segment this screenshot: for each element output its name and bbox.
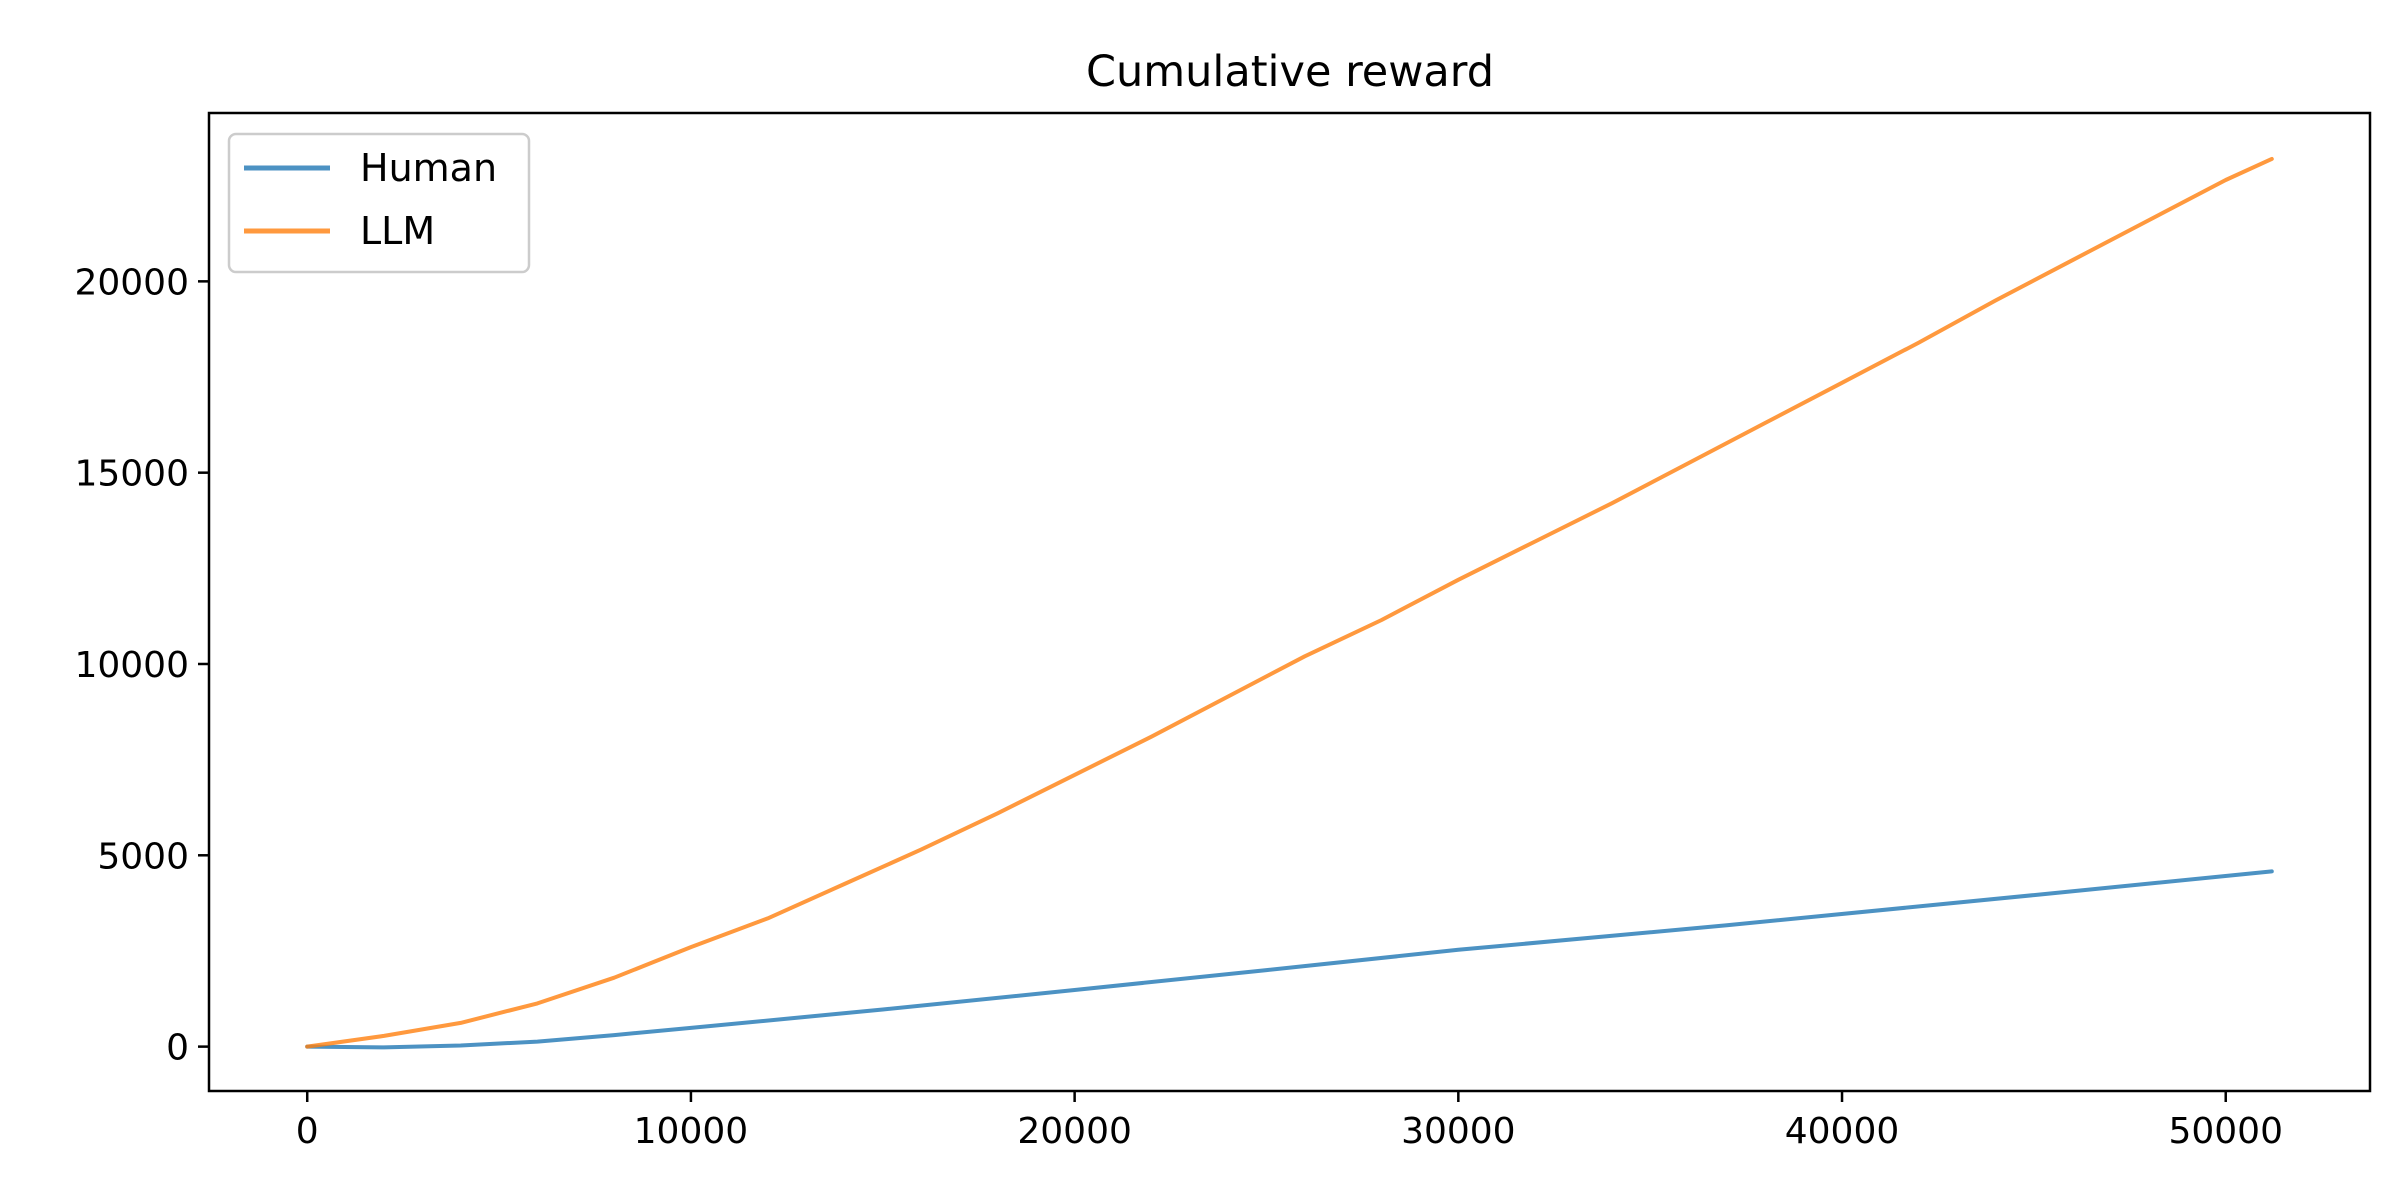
series-line-llm [305, 156, 2274, 1049]
legend-label-human: Human [360, 146, 497, 190]
y-tick-label: 15000 [74, 454, 189, 495]
y-axis: 0 5000 10000 15000 20000 [74, 262, 209, 1069]
y-tick-label: 20000 [74, 262, 189, 303]
x-axis: 0 10000 20000 30000 40000 50000 [296, 1091, 2283, 1152]
x-tick-label: 0 [296, 1111, 319, 1152]
x-tick-label: 20000 [1017, 1111, 1132, 1152]
plot-lines [305, 156, 2274, 1050]
y-tick-label: 10000 [74, 645, 189, 686]
legend: Human LLM [227, 132, 531, 274]
y-tick-label: 0 [166, 1028, 189, 1069]
y-tick-label: 5000 [97, 836, 189, 877]
x-tick-label: 50000 [2168, 1111, 2283, 1152]
x-tick-label: 30000 [1401, 1111, 1516, 1152]
legend-label-llm: LLM [360, 209, 435, 253]
x-tick-label: 40000 [1785, 1111, 1900, 1152]
x-tick-label: 10000 [634, 1111, 749, 1152]
series-line-human [305, 869, 2274, 1050]
plot-frame [207, 111, 2372, 1093]
chart-title: Cumulative reward [1086, 47, 1494, 97]
